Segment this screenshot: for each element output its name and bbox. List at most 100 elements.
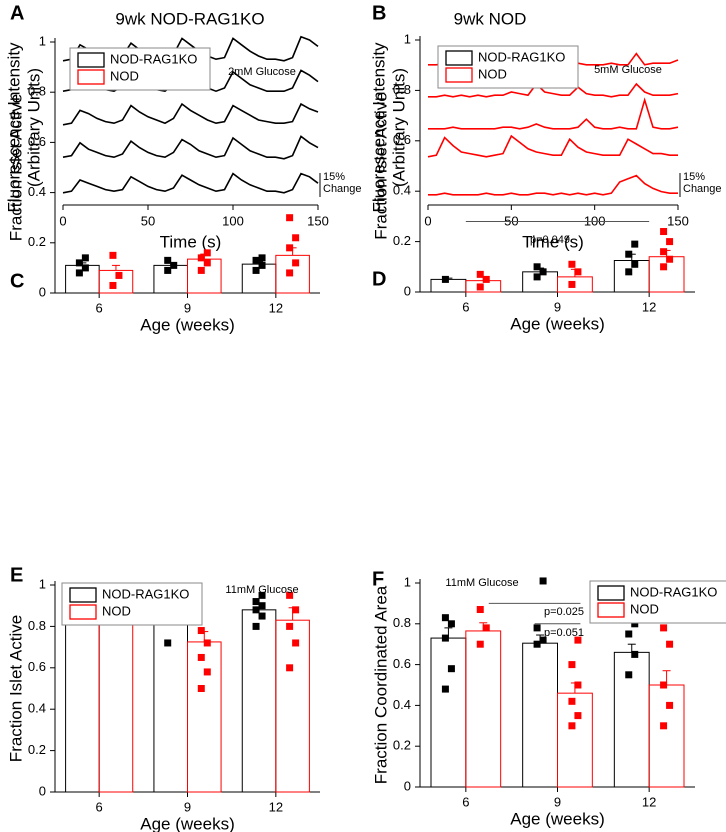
data-point (631, 650, 639, 658)
data-point (203, 249, 211, 257)
data-point (197, 266, 205, 274)
data-point (660, 248, 668, 256)
trace (428, 82, 679, 98)
x-tick-label: 6 (462, 794, 469, 809)
data-point (568, 280, 576, 288)
scale-bar-label: 15% (323, 171, 345, 183)
x-tick-label: 0 (424, 213, 431, 228)
data-point (625, 268, 633, 276)
legend-label: NOD (478, 66, 507, 81)
legend-label: NOD-RAG1KO (478, 49, 565, 64)
data-point (292, 234, 300, 242)
chart-title: 9wk NOD-RAG1KO (115, 9, 264, 28)
y-tick-label: 0.2 (393, 233, 411, 248)
x-tick-label: 6 (462, 299, 469, 314)
data-point (197, 627, 205, 635)
data-point (625, 250, 633, 258)
y-tick-label: 0.2 (28, 234, 46, 249)
data-point (286, 622, 294, 630)
data-point (286, 244, 294, 252)
data-point (197, 254, 205, 262)
data-point (476, 270, 484, 278)
data-point (625, 671, 633, 679)
data-point (660, 681, 668, 689)
bar (648, 684, 685, 788)
data-point (75, 259, 83, 267)
legend-label: NOD-RAG1KO (110, 51, 197, 66)
x-tick-label: 12 (269, 799, 283, 814)
bar (522, 642, 559, 788)
data-point (286, 214, 294, 222)
x-axis-label: Time (s) (160, 232, 222, 251)
y-tick-label: 1 (404, 574, 411, 589)
y-tick-label: 0.6 (28, 659, 46, 674)
data-point (666, 238, 674, 246)
data-point (109, 281, 117, 289)
legend-swatch (597, 602, 625, 618)
y-axis-label: Fraction Islet Active (6, 615, 25, 762)
data-point (258, 602, 266, 610)
panel-letter: F (372, 568, 384, 590)
data-point (115, 271, 123, 279)
x-tick-label: 6 (96, 300, 103, 315)
y-tick-label: 0.8 (393, 82, 411, 97)
x-tick-label: 150 (667, 213, 689, 228)
y-tick-label: 0.4 (393, 697, 411, 712)
legend-swatch (597, 585, 625, 601)
data-point (252, 598, 260, 606)
annotation: p=0.025 (544, 606, 584, 618)
x-tick-label: 12 (269, 300, 283, 315)
bar (241, 609, 277, 793)
scale-bar-label: Change (323, 183, 362, 195)
x-tick-label: 9 (554, 794, 561, 809)
y-tick-label: 0.4 (393, 183, 411, 198)
data-point (539, 636, 547, 644)
x-tick-label: 9 (554, 299, 561, 314)
y-tick-label: 0.6 (393, 656, 411, 671)
legend-swatch (445, 50, 473, 66)
y-axis-label: (Arbitrary Units) (24, 68, 43, 187)
data-point (574, 636, 582, 644)
y-tick-label: 0.6 (393, 132, 411, 147)
legend-label: NOD-RAG1KO (630, 584, 717, 599)
data-point (109, 251, 117, 259)
trace (427, 134, 678, 158)
data-point (476, 640, 484, 648)
annotation: 2mM Glucose (228, 66, 296, 78)
data-point (252, 622, 260, 630)
panel-letter: A (10, 2, 24, 24)
y-tick-label: 0.2 (393, 738, 411, 753)
bar (187, 641, 222, 793)
data-point (258, 254, 266, 262)
data-point (441, 614, 449, 622)
data-point (533, 640, 541, 648)
y-tick-label: 0.4 (28, 184, 46, 199)
y-axis-label: Fluorescence Intensity (4, 42, 23, 213)
data-point (533, 624, 541, 632)
trace (428, 97, 679, 130)
data-point (292, 259, 300, 267)
data-point (286, 591, 294, 599)
y-axis-label: Fraction Islet Active (6, 94, 25, 241)
data-point (666, 701, 674, 709)
x-tick-label: 9 (184, 300, 191, 315)
y-tick-label: 0 (404, 283, 411, 298)
data-point (533, 263, 541, 271)
data-point (286, 269, 294, 277)
trace (62, 135, 319, 160)
data-point (574, 268, 582, 276)
annotation: 11mM Glucose (225, 584, 298, 596)
legend-swatch (69, 587, 97, 603)
x-tick-label: 100 (584, 213, 606, 228)
data-point (476, 283, 484, 291)
data-point (533, 273, 541, 281)
data-point (252, 256, 260, 264)
data-point (447, 620, 455, 628)
data-point (203, 639, 211, 647)
data-point (258, 612, 266, 620)
data-point (286, 664, 294, 672)
panel-letter: B (372, 2, 386, 24)
legend-label: NOD (630, 601, 659, 616)
data-point (631, 240, 639, 248)
bar (465, 630, 502, 788)
